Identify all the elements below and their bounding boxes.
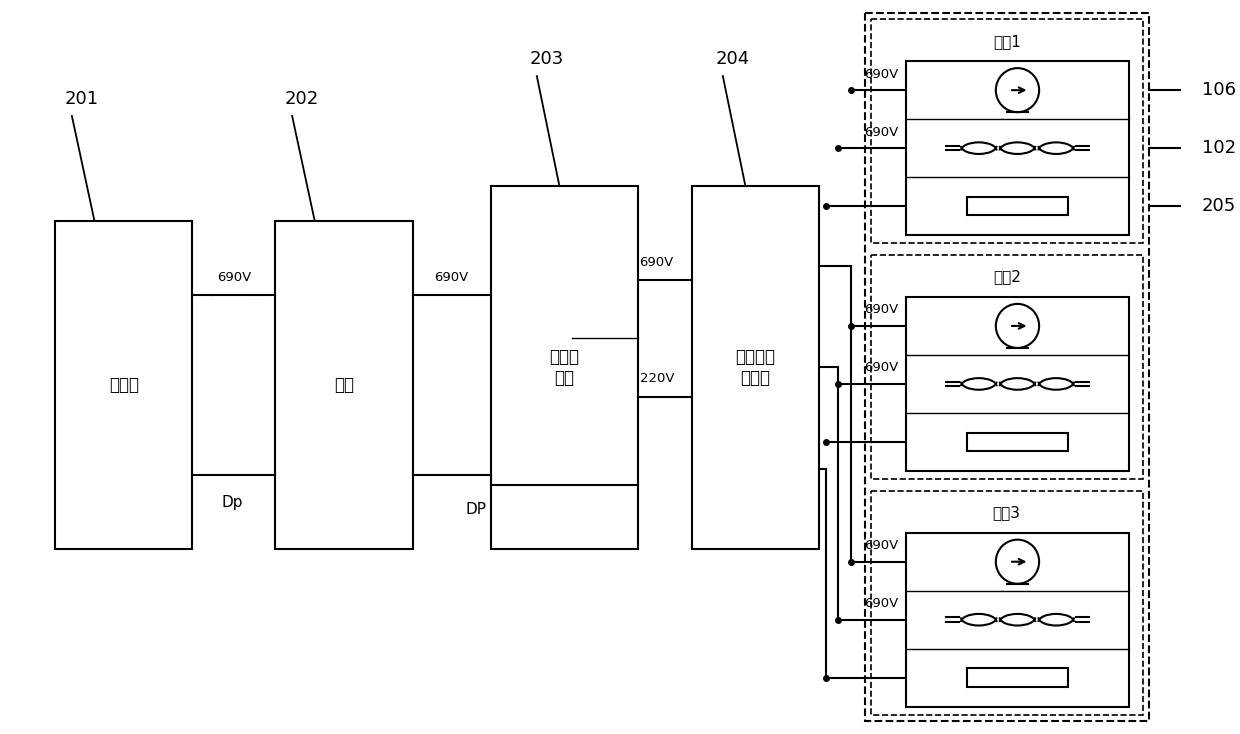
Text: 204: 204	[715, 50, 750, 68]
Text: 690V: 690V	[864, 362, 898, 374]
Bar	[870, 255, 1143, 479]
Bar	[967, 669, 1068, 687]
Text: 102: 102	[1202, 139, 1235, 157]
Text: 690V: 690V	[864, 597, 898, 610]
Text: 电源分
配箱: 电源分 配箱	[549, 348, 579, 387]
Text: 叶片加热
控制柜: 叶片加热 控制柜	[735, 348, 775, 387]
Text: 机舱柜: 机舱柜	[109, 376, 139, 394]
Text: 220V: 220V	[640, 372, 675, 385]
Bar	[967, 432, 1068, 451]
Text: 202: 202	[285, 90, 319, 108]
Bar	[906, 297, 1130, 471]
Text: DP: DP	[466, 502, 486, 517]
Text: Dp: Dp	[222, 495, 243, 510]
Bar	[692, 186, 818, 549]
Text: 叶片3: 叶片3	[993, 505, 1021, 520]
Text: 205: 205	[1202, 197, 1236, 215]
Text: 201: 201	[64, 90, 99, 108]
Text: 690V: 690V	[864, 539, 898, 552]
Text: 106: 106	[1202, 81, 1235, 99]
Bar	[906, 533, 1130, 707]
Bar	[491, 186, 637, 549]
Bar	[870, 491, 1143, 715]
Text: 690V: 690V	[640, 255, 673, 269]
Bar	[864, 13, 1148, 721]
Bar	[275, 220, 413, 549]
Bar	[56, 220, 192, 549]
Text: 叶片1: 叶片1	[993, 34, 1021, 48]
Text: 690V: 690V	[217, 271, 250, 284]
Bar	[870, 19, 1143, 243]
Text: 203: 203	[529, 50, 564, 68]
Text: 690V: 690V	[434, 271, 469, 284]
Text: 叶片2: 叶片2	[993, 269, 1021, 285]
Bar	[906, 61, 1130, 235]
Text: 690V: 690V	[864, 126, 898, 139]
Text: 滑环: 滑环	[334, 376, 353, 394]
Text: 690V: 690V	[864, 68, 898, 81]
Text: 690V: 690V	[864, 303, 898, 316]
Bar	[967, 197, 1068, 216]
